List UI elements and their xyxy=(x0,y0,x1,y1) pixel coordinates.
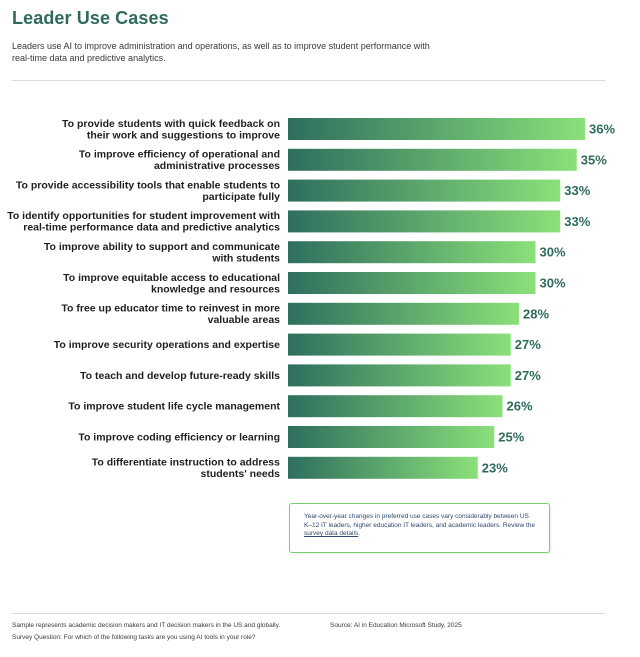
callout-text: Year-over-year changes in preferred use … xyxy=(304,513,536,539)
use-cases-bar-chart: 36% To provide students with quick feedba… xyxy=(7,118,615,480)
survey-data-details-link[interactable]: survey data details xyxy=(304,530,359,537)
bar-9 xyxy=(288,364,511,387)
value-label-4: 33% xyxy=(564,214,590,229)
value-label-2: 35% xyxy=(581,152,607,167)
category-label-9: To teach and develop future-ready skills xyxy=(80,370,280,382)
bar-4 xyxy=(288,210,561,233)
value-label-12: 23% xyxy=(482,460,508,475)
value-label-9: 27% xyxy=(515,368,541,383)
bar-2 xyxy=(288,148,577,171)
bar-5 xyxy=(288,241,536,264)
value-label-11: 25% xyxy=(498,430,524,445)
value-label-10: 26% xyxy=(507,399,533,414)
bar-12 xyxy=(288,456,478,479)
page-subtitle: Leaders use AI to improve administration… xyxy=(12,41,430,63)
value-label-8: 27% xyxy=(515,337,541,352)
bar-11 xyxy=(288,426,495,448)
bar-7 xyxy=(288,302,519,325)
category-label-5: To improve ability to support and commun… xyxy=(44,241,280,265)
category-label-6: To improve equitable access to education… xyxy=(63,272,280,296)
top-divider xyxy=(12,80,605,81)
bar-6 xyxy=(288,272,536,294)
source-note: Source: AI in Education Microsoft Study,… xyxy=(330,622,462,629)
value-label-7: 28% xyxy=(523,306,549,321)
value-label-3: 33% xyxy=(564,183,590,198)
value-label-1: 36% xyxy=(589,122,615,137)
callout-end: . xyxy=(358,530,361,537)
category-label-2: To improve efficiency of operational and… xyxy=(79,149,280,173)
page-title: Leader Use Cases xyxy=(12,8,169,28)
bar-3 xyxy=(288,179,561,202)
category-label-4: To identify opportunities for student im… xyxy=(7,210,280,234)
category-label-12: To differentiate instruction to address s… xyxy=(92,457,280,481)
bar-1 xyxy=(288,118,585,140)
callout-box: Year-over-year changes in preferred use … xyxy=(289,503,550,553)
category-label-3: To provide accessibility tools that enab… xyxy=(16,179,280,203)
value-label-6: 30% xyxy=(540,276,566,291)
survey-question: Survey Question: For which of the follow… xyxy=(12,634,256,641)
category-label-1: To provide students with quick feedback … xyxy=(62,118,280,142)
bar-8 xyxy=(288,333,511,356)
callout-body: Year-over-year changes in preferred use … xyxy=(304,513,536,529)
category-label-11: To improve coding efficiency or learning xyxy=(78,432,280,444)
bars-group: 36% To provide students with quick feedba… xyxy=(7,118,615,480)
value-label-5: 30% xyxy=(540,245,566,260)
bar-10 xyxy=(288,395,503,418)
bottom-divider xyxy=(12,613,605,614)
category-label-8: To improve security operations and exper… xyxy=(54,339,280,351)
category-label-10: To improve student life cycle management xyxy=(68,401,280,413)
sample-note: Sample represents academic decision make… xyxy=(12,622,281,629)
category-label-7: To free up educator time to reinvest in … xyxy=(61,303,280,327)
